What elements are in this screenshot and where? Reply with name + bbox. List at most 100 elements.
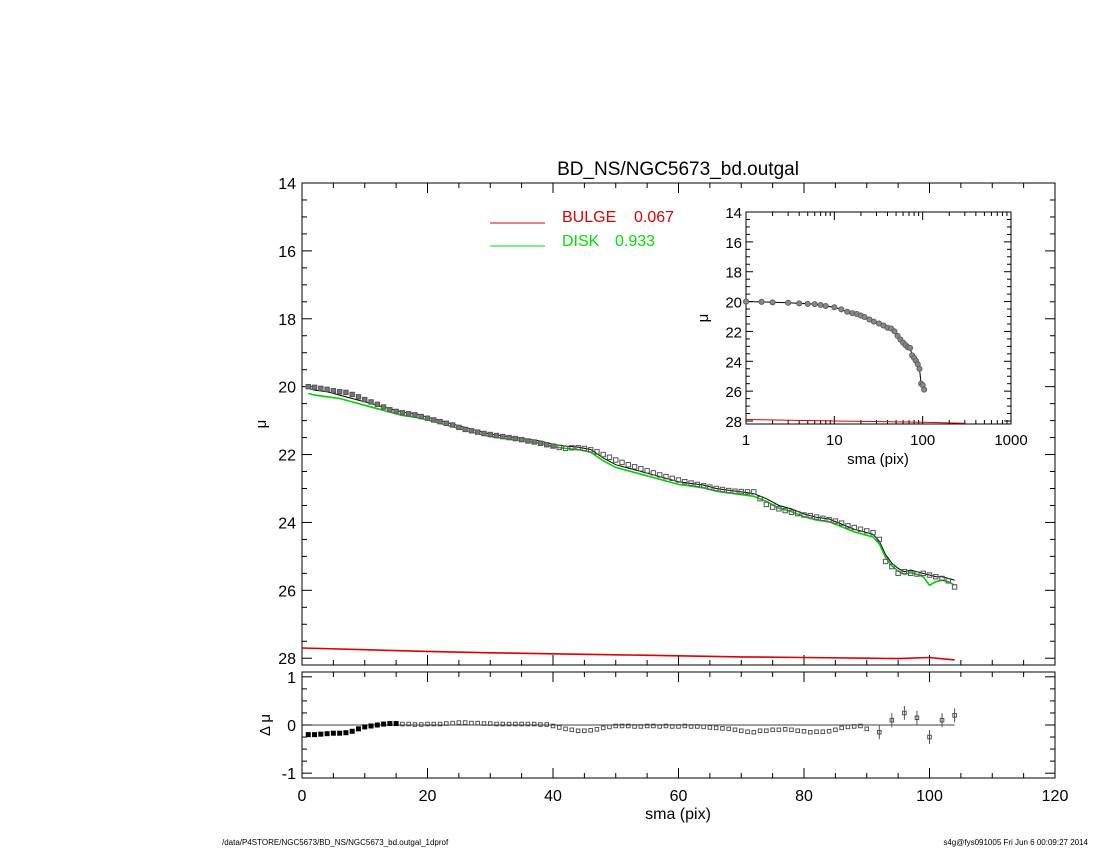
inset-x-tick-label: 1 xyxy=(742,432,750,449)
observed-point xyxy=(719,486,726,493)
inset-observed-point xyxy=(811,301,818,308)
residual-point xyxy=(613,723,619,729)
observed-point xyxy=(412,412,418,418)
observed-point xyxy=(500,433,506,440)
observed-point xyxy=(537,440,544,447)
residual-point xyxy=(400,721,405,727)
bulge-line xyxy=(301,647,955,661)
observed-point xyxy=(901,568,908,575)
residual-point xyxy=(368,723,374,729)
residual-y-tick-label: 0 xyxy=(287,718,296,735)
residual-point xyxy=(858,723,863,729)
residual-point xyxy=(600,725,606,731)
residual-point xyxy=(431,721,437,727)
observed-point xyxy=(581,445,588,452)
y-tick-label: 14 xyxy=(278,176,296,193)
residual-point xyxy=(531,721,537,727)
x-tick-label: 100 xyxy=(916,788,943,805)
inset-observed-point xyxy=(891,328,898,335)
x-tick-label: 120 xyxy=(1042,788,1069,805)
observed-point xyxy=(600,451,606,458)
inset-observed-point xyxy=(838,306,845,313)
residual-point xyxy=(914,715,920,721)
observed-point xyxy=(776,506,782,512)
observed-point xyxy=(914,571,920,577)
observed-point xyxy=(688,480,694,486)
observed-point xyxy=(393,408,399,415)
observed-point xyxy=(619,459,625,466)
y-tick-label: 24 xyxy=(278,515,296,532)
residual-point xyxy=(588,728,593,733)
inset-y-tick-label: 16 xyxy=(725,235,742,252)
residual-point xyxy=(952,713,957,718)
residual-point xyxy=(557,725,562,730)
observed-point xyxy=(838,520,845,526)
residual-point xyxy=(519,721,524,727)
observed-point xyxy=(575,445,581,451)
observed-point xyxy=(405,411,412,417)
footer-timestamp: s4g@fys091005 Fri Jun 6 00:09:27 2014 xyxy=(943,838,1088,847)
residual-point xyxy=(488,721,493,726)
residual-point xyxy=(506,721,512,727)
observed-point xyxy=(418,413,424,420)
inset-observed-point xyxy=(870,318,877,325)
inset-y-tick-label: 18 xyxy=(725,265,742,282)
y-tick-label: 22 xyxy=(278,448,296,465)
residual-point xyxy=(318,731,324,737)
residual-axes: 10-10 20 40 60 80 100 120 xyxy=(282,670,1069,805)
inset-y-tick-label: 24 xyxy=(725,354,742,371)
observed-point xyxy=(449,422,456,428)
legend-disk-label: DISK xyxy=(562,233,600,250)
residual-point xyxy=(475,720,480,726)
residual-point xyxy=(701,724,706,730)
observed-point xyxy=(587,447,594,453)
observed-point xyxy=(493,432,500,439)
residual-point xyxy=(789,727,794,733)
x-axis-label: sma (pix) xyxy=(645,806,711,823)
observed-point xyxy=(795,510,801,517)
observed-point xyxy=(669,475,675,482)
inset-observed-point xyxy=(861,313,868,320)
observed-point xyxy=(374,401,381,408)
observed-point xyxy=(318,385,324,392)
residual-point xyxy=(462,720,468,725)
x-tick-label: 40 xyxy=(544,788,562,805)
observed-point xyxy=(820,515,826,522)
observed-point xyxy=(525,438,531,444)
residual-point xyxy=(305,732,311,738)
observed-point xyxy=(757,495,763,502)
observed-point xyxy=(399,410,406,416)
inset-observed-point xyxy=(907,344,914,351)
residual-point xyxy=(707,725,713,730)
observed-point xyxy=(518,436,525,443)
main-panel: BD_NS/NGC5673_bd.outgal 14 16 18 20 22 24 26 28… xyxy=(253,159,1056,668)
residual-point xyxy=(877,729,882,735)
residual-point xyxy=(575,728,581,734)
observed-point xyxy=(462,426,468,433)
residual-y-tick-label: -1 xyxy=(282,766,296,783)
inset-y-tick-label: 20 xyxy=(725,295,742,312)
residual-point xyxy=(355,726,361,732)
observed-point xyxy=(744,489,751,495)
residual-point xyxy=(550,723,556,729)
inset-y-tick-label: 28 xyxy=(725,414,742,431)
observed-point xyxy=(907,570,914,577)
residual-point xyxy=(393,721,399,727)
residual-point xyxy=(889,717,895,723)
residual-point xyxy=(833,727,838,733)
residual-point xyxy=(525,721,531,727)
residual-point xyxy=(569,727,575,733)
observed-point xyxy=(324,386,330,393)
inset-x-tick-label: 10 xyxy=(826,432,843,449)
residual-point xyxy=(538,722,543,727)
residual-point xyxy=(745,729,750,734)
footer-file-path: /data/P4STORE/NGC5673/BD_NS/NGC5673_bd.o… xyxy=(222,838,449,847)
observed-point xyxy=(870,529,876,536)
residual-point xyxy=(632,724,637,729)
residual-point xyxy=(456,720,462,725)
observed-point xyxy=(700,483,707,489)
observed-point xyxy=(349,391,355,398)
observed-point xyxy=(813,514,820,520)
observed-point xyxy=(506,434,512,441)
